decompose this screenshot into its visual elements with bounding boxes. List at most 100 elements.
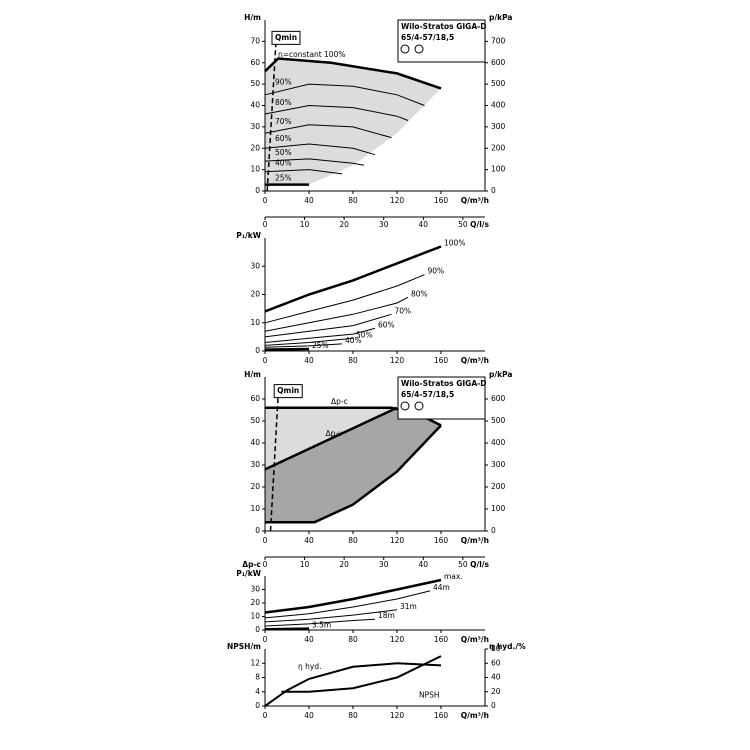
qmin-line xyxy=(269,394,279,532)
x2-tick-label: 0 xyxy=(263,220,268,229)
x-tick-label: 40 xyxy=(304,635,314,644)
y2-tick-label: 0 xyxy=(491,186,496,195)
curve-label: 100% xyxy=(444,238,465,247)
y2-tick-label: 80 xyxy=(491,644,501,653)
y-tick-label: 60 xyxy=(250,58,260,67)
x-tick-label: 80 xyxy=(348,196,358,205)
curve-label: 40% xyxy=(345,336,362,345)
curve-label: n=constant 100% xyxy=(278,50,345,59)
curve xyxy=(264,274,425,324)
subtitle: 65/4-57/18,5 xyxy=(401,33,454,42)
curve xyxy=(264,327,376,343)
y2-tick-label: 300 xyxy=(491,460,506,469)
y-tick-label: 40 xyxy=(250,438,260,447)
y-tick-label: 70 xyxy=(250,36,260,45)
shaded-area xyxy=(265,407,441,523)
x-tick-label: 40 xyxy=(304,196,314,205)
x-tick-label: 0 xyxy=(263,536,268,545)
x2-axis-label: Q/l/s xyxy=(470,560,489,569)
qmin-label: Qmin xyxy=(277,386,299,395)
x-axis-label: Q/m³/h xyxy=(461,635,489,644)
x2-tick-label: 30 xyxy=(379,220,389,229)
icon xyxy=(400,401,410,411)
x2-axis-label: Q/l/s xyxy=(470,220,489,229)
curve xyxy=(264,627,310,631)
x-tick-label: 160 xyxy=(434,536,449,545)
shaded-area xyxy=(265,407,441,470)
x2-tick-label: 40 xyxy=(418,560,428,569)
curve-label: 70% xyxy=(395,306,412,315)
x-axis-label: Q/m³/h xyxy=(461,196,489,205)
y-tick-label: 8 xyxy=(255,673,260,682)
curve-label: 50% xyxy=(275,148,292,157)
x-tick-label: 80 xyxy=(348,635,358,644)
curve-label: 70% xyxy=(275,117,292,126)
y-tick-label: 10 xyxy=(250,165,260,174)
y-axis-label: P₁/kW xyxy=(236,569,262,578)
icon xyxy=(414,44,424,54)
y2-tick-label: 200 xyxy=(491,143,506,152)
x-tick-label: 160 xyxy=(434,196,449,205)
y2-axis-label: p/kPa xyxy=(489,13,512,22)
y-tick-label: 30 xyxy=(250,122,260,131)
qmin-box xyxy=(271,30,301,45)
y2-tick-label: 100 xyxy=(491,504,506,513)
y-tick-label: 30 xyxy=(250,460,260,469)
x2-tick-label: 50 xyxy=(458,220,468,229)
y-tick-label: 12 xyxy=(250,658,260,667)
curve-label: η hyd. xyxy=(298,662,321,671)
curve xyxy=(264,104,409,121)
x2-tick-label: 20 xyxy=(339,220,349,229)
curve xyxy=(264,245,442,313)
y-tick-label: 0 xyxy=(255,186,260,195)
curve xyxy=(264,590,431,619)
x-tick-label: 0 xyxy=(263,356,268,365)
x-tick-label: 160 xyxy=(434,635,449,644)
x-tick-label: 120 xyxy=(390,711,405,720)
curve xyxy=(264,406,398,471)
y2-tick-label: 0 xyxy=(491,526,496,535)
y-tick-label: 4 xyxy=(255,687,260,696)
x-axis-label: Q/m³/h xyxy=(461,711,489,720)
y2-axis-label: η hyd./% xyxy=(489,642,526,651)
icon xyxy=(400,44,410,54)
y2-tick-label: 20 xyxy=(491,687,501,696)
y2-tick-label: 400 xyxy=(491,101,506,110)
y-tick-label: 20 xyxy=(250,143,260,152)
y-axis-label: P₁/kW xyxy=(236,231,262,240)
x-tick-label: 120 xyxy=(390,536,405,545)
curve-label: 60% xyxy=(378,320,395,329)
x-tick-label: 120 xyxy=(390,635,405,644)
curve-label: 90% xyxy=(428,267,445,276)
y2-tick-label: 400 xyxy=(491,438,506,447)
qmin-line xyxy=(266,41,277,192)
curve xyxy=(264,169,343,175)
curve-label: 18m xyxy=(378,611,395,620)
curve xyxy=(264,124,392,139)
curve-label: 90% xyxy=(275,77,292,86)
y-tick-label: 20 xyxy=(250,290,260,299)
curve-label: max. xyxy=(444,572,463,581)
curve xyxy=(264,662,442,707)
curve xyxy=(264,143,376,156)
curve xyxy=(264,296,409,332)
title: Wilo-Stratos GIGA-D xyxy=(401,379,487,388)
y-tick-label: 0 xyxy=(255,701,260,710)
y2-tick-label: 500 xyxy=(491,416,506,425)
curve xyxy=(264,618,376,627)
x-tick-label: 40 xyxy=(304,356,314,365)
x-tick-label: 0 xyxy=(263,196,268,205)
x-tick-label: 160 xyxy=(434,356,449,365)
x-tick-label: 80 xyxy=(348,536,358,545)
title-box xyxy=(397,376,486,420)
y2-tick-label: 600 xyxy=(491,58,506,67)
y-tick-label: 10 xyxy=(250,504,260,513)
x-tick-label: 40 xyxy=(304,536,314,545)
x2-tick-label: 30 xyxy=(379,560,389,569)
y-tick-label: 30 xyxy=(250,261,260,270)
curve-label: Δp-c xyxy=(331,397,348,406)
x2-tick-label: 0 xyxy=(263,560,268,569)
y-tick-label: 0 xyxy=(255,346,260,355)
y-tick-label: 10 xyxy=(250,612,260,621)
